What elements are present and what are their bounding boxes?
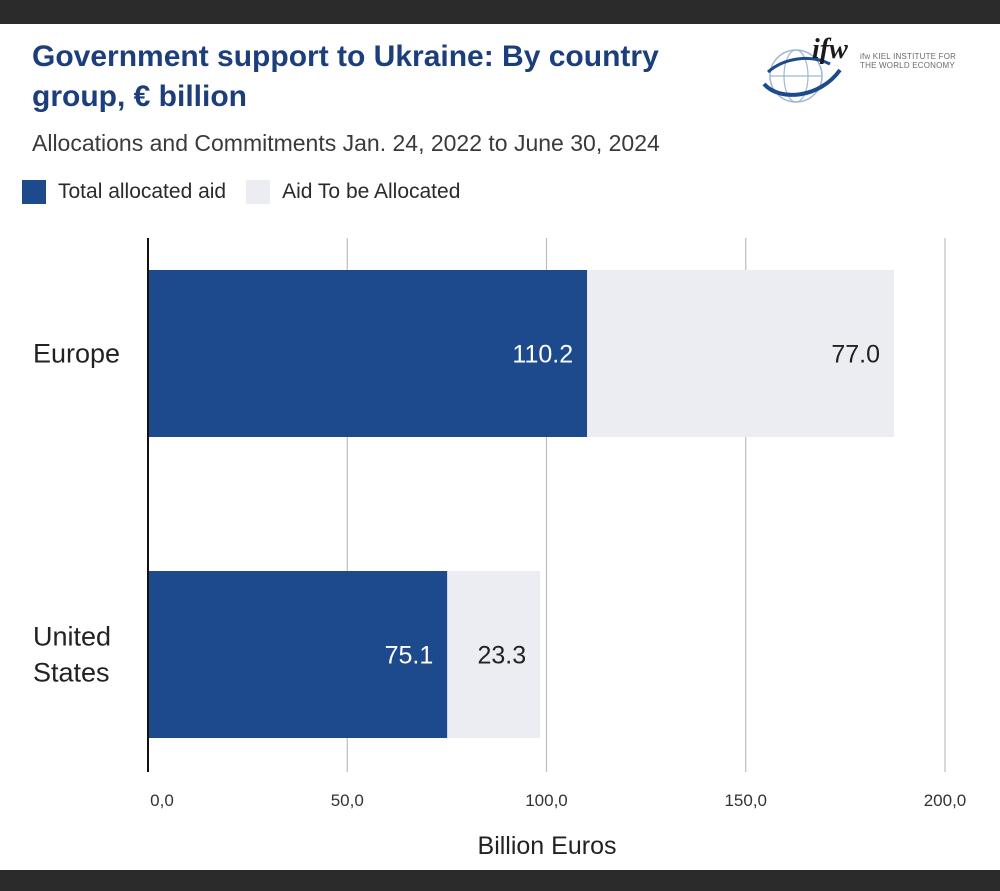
chart-title: Government support to Ukraine: By countr… [32,40,659,113]
x-tick-label-2: 100,0 [525,791,568,810]
bar-0-0 [148,270,588,437]
chart-subtitle: Allocations and Commitments Jan. 24, 202… [32,130,660,156]
legend-swatch-allocated [22,180,46,204]
logo-text: ifw KIEL INSTITUTE FOR THE WORLD ECONOMY [860,52,957,70]
x-tick-label-0: 0,0 [150,791,174,810]
bar-0-1 [148,571,448,738]
chart-card: Government support to Ukraine: By countr… [0,24,1000,870]
data-label-0-1: 75.1 [385,642,434,670]
x-tick-label-4: 200,0 [924,791,967,810]
legend-swatch-to-be-allocated [246,180,271,204]
x-axis-title: Billion Euros [478,832,617,860]
bar-chart: 110.2 77.0 75.1 23.3 Europe United States 0,0 50… [33,238,967,860]
category-label-0: Europe [33,339,120,369]
legend: Total allocated aid Aid To be Allocated [22,178,460,206]
category-label-1: United States [33,622,111,688]
data-label-1-1: 23.3 [477,642,526,670]
svg-text:ifw: ifw [812,34,848,65]
legend-item-to-be-allocated: Aid To be Allocated [246,180,460,204]
bar-1-0 [587,270,894,437]
x-tick-label-3: 150,0 [724,791,767,810]
ifw-logo: ifw ifw KIEL INSTITUTE FOR THE WORLD ECO… [760,28,970,108]
legend-item-allocated: Total allocated aid [22,180,226,204]
globe-logo-icon: ifw [762,34,848,103]
x-tick-label-1: 50,0 [331,791,364,810]
legend-label-to-be-allocated: Aid To be Allocated [282,180,461,203]
bar-1-1 [447,571,541,738]
data-label-1-0: 77.0 [831,341,880,369]
legend-label-allocated: Total allocated aid [58,180,227,203]
data-label-0-0: 110.2 [512,341,573,369]
